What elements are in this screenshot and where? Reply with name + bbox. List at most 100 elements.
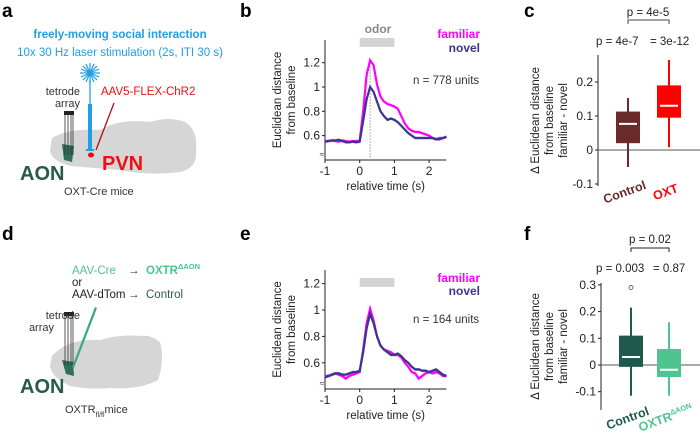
y-tick-label: 1.2 <box>303 277 320 291</box>
aon-label: AON <box>20 376 64 398</box>
box-oxt <box>657 85 681 118</box>
y-tick-label: 1.2 <box>303 56 320 70</box>
tetrode-array-icon <box>64 111 74 115</box>
y-tick-label: -0.1 <box>575 385 596 399</box>
unit-count-b: n = 778 units <box>413 75 479 87</box>
or-label: or <box>72 277 82 289</box>
y-axis-label: from baseline <box>544 312 556 381</box>
y-tick-label: 0.2 <box>576 75 593 89</box>
panel-label-e: e <box>240 224 251 245</box>
aon-label: AON <box>20 163 64 185</box>
line-novel <box>324 84 447 144</box>
group-oxtr-label: OXTRΔAON <box>146 262 200 277</box>
virus-dtom-label: AAV-dTom <box>72 289 125 301</box>
schematic-d: AAV-Cre → OXTRΔAON or AAV-dTom → Control… <box>20 262 200 419</box>
y-tick-label: 0 <box>586 143 593 157</box>
y-tick-label: 1 <box>313 80 320 94</box>
axis-break-icon: ≈ <box>320 150 325 159</box>
legend-novel-b: novel <box>449 41 480 55</box>
y-tick-label: 0 <box>589 358 596 372</box>
significance-bracket-f <box>630 247 670 252</box>
significance-bracket-c <box>627 19 670 24</box>
y-tick-label: -0.1 <box>572 177 593 191</box>
stimulation-protocol: 10x 30 Hz laser stimulation (2s, ITI 30 … <box>17 47 223 59</box>
axis-break-icon: ≈ <box>320 379 325 388</box>
brain-outline <box>50 119 197 174</box>
line-familiar <box>325 57 447 143</box>
y-axis-label: Δ Euclidean distance <box>530 67 542 174</box>
tetrode-array-icon <box>64 312 74 316</box>
panel-label-d: d <box>2 224 14 245</box>
x-tick-label: 2 <box>426 393 433 407</box>
experiment-title: freely-moving social interaction <box>33 29 206 41</box>
laser-starburst-icon <box>80 63 100 83</box>
y-tick-label: 0.3 <box>579 278 596 292</box>
tetrode-label: tetrode <box>46 86 80 98</box>
y-axis-label: familiar - novel <box>558 83 570 158</box>
x-tick-label: 1 <box>391 164 398 178</box>
group-control-label: Control <box>146 289 183 301</box>
x-tick-label: 0 <box>356 393 363 407</box>
x-tick-label: 1 <box>391 393 398 407</box>
p-value-oxtr-f: = 0.87 <box>653 263 685 275</box>
category-label-oxt: OXT <box>651 181 680 203</box>
x-tick-label: -1 <box>320 164 331 178</box>
y-tick-label: 1 <box>313 303 320 317</box>
y-tick-label: 0.6 <box>303 129 320 143</box>
y-tick-label: 0.1 <box>579 331 596 345</box>
pvn-region <box>88 152 94 158</box>
x-tick-label: 2 <box>426 164 433 178</box>
y-axis-label: Euclidean distance <box>272 52 284 149</box>
y-tick-label: 0.1 <box>576 109 593 123</box>
injection-needle <box>95 102 115 151</box>
box-control <box>616 111 640 144</box>
schematic-a: freely-moving social interaction 10x 30 … <box>17 29 223 198</box>
legend-familiar-b: familiar <box>437 27 480 41</box>
x-axis-label: relative time (s) <box>346 181 425 193</box>
panel-label-c: c <box>524 1 535 22</box>
tetrode-wires <box>64 115 74 155</box>
x-axis-label: relative time (s) <box>346 410 425 422</box>
odor-stimulus-bar <box>359 278 395 287</box>
panel-label-a: a <box>2 1 13 22</box>
p-value-oxt-c: = 3e-12 <box>650 36 689 48</box>
virus-cre-label: AAV-Cre <box>72 265 116 277</box>
array-label: array <box>55 98 81 110</box>
y-tick-label: 0.2 <box>579 305 596 319</box>
optic-fiber <box>88 104 92 150</box>
line-novel <box>324 310 447 379</box>
y-tick-label: 0.8 <box>303 104 320 118</box>
arrow-2: → <box>128 289 140 301</box>
odor-label: odor <box>365 22 392 36</box>
mouse-line-label: OXTRfl/flmice <box>65 404 128 419</box>
y-axis-label: from baseline <box>286 295 298 364</box>
pvn-label: PVN <box>102 153 143 175</box>
box-oxtr <box>657 348 681 378</box>
y-axis-label: familiar - novel <box>558 309 570 384</box>
virus-label: AAV5-FLEX-ChR2 <box>101 86 195 98</box>
y-axis-label: Euclidean distance <box>272 281 284 378</box>
y-tick-label: 0.6 <box>303 356 320 370</box>
y-axis-label: Δ Euclidean distance <box>530 293 542 400</box>
legend-familiar-e: familiar <box>437 271 480 285</box>
odor-stimulus-bar <box>359 38 395 47</box>
y-axis-label: from baseline <box>544 86 556 155</box>
injection-needle <box>72 307 97 368</box>
panel-label-b: b <box>240 1 252 22</box>
outlier-point <box>628 285 634 290</box>
array-label: array <box>29 322 55 334</box>
brain-outline <box>50 335 163 389</box>
legend-novel-e: novel <box>449 284 480 298</box>
tetrode-wires <box>64 316 74 365</box>
p-value-control-f: p = 0.003 <box>596 263 644 275</box>
box-control <box>619 335 643 367</box>
y-axis-label: from baseline <box>286 65 298 134</box>
p-value-bracket-c: p = 4e-5 <box>627 7 670 19</box>
x-tick-label: -1 <box>320 393 331 407</box>
arrow-1: → <box>128 265 140 277</box>
p-value-control-c: p = 4e-7 <box>596 36 639 48</box>
p-value-bracket-f: p = 0.02 <box>629 234 671 246</box>
mouse-line-label: OXT-Cre mice <box>64 186 134 198</box>
